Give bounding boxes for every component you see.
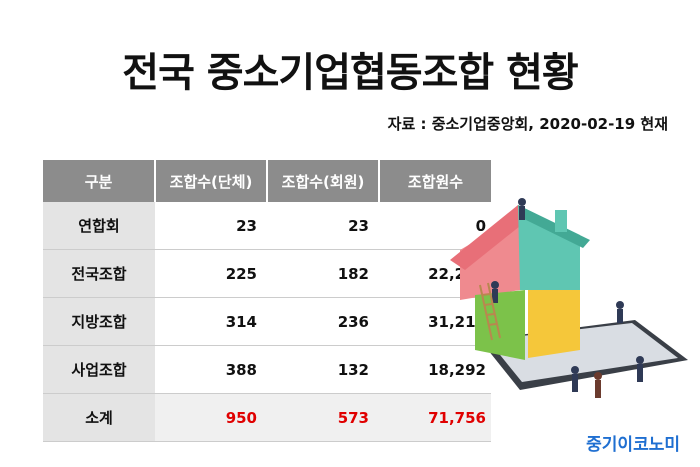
cell-member-total: 18,292 [379, 345, 491, 394]
chimney [555, 210, 567, 232]
cell-member-count: 236 [267, 297, 379, 346]
row-label: 지방조합 [43, 297, 155, 346]
cooperative-stats-table: 구분 조합수(단체) 조합수(회원) 조합원수 연합회 23 23 0 전국조합… [43, 160, 491, 442]
table-row: 사업조합 388 132 18,292 [43, 345, 491, 394]
puzzle-piece-green [475, 290, 525, 360]
header-union-member-total: 조합원수 [379, 160, 491, 202]
header-union-count: 조합수(단체) [155, 160, 268, 202]
figure-person [594, 372, 602, 398]
puzzle-piece-teal [518, 205, 580, 290]
cell-union-count: 225 [155, 249, 267, 298]
figure-person [616, 301, 624, 323]
header-union-member-count: 조합수(회원) [267, 160, 380, 202]
cell-union-count: 950 [155, 393, 267, 442]
cell-member-count: 573 [267, 393, 379, 442]
figure-person [518, 198, 526, 220]
roof-piece-red [450, 205, 530, 270]
ladder [479, 282, 501, 341]
cell-member-count: 182 [267, 249, 379, 298]
source-note: 자료 : 중소기업중앙회, 2020-02-19 현재 [387, 115, 668, 133]
house-puzzle-illustration [450, 198, 688, 398]
header-category: 구분 [43, 160, 156, 202]
brand-logo[interactable]: 중기이코노미 [586, 435, 680, 455]
cell-member-count: 23 [267, 202, 379, 250]
table-total-row: 소계 950 573 71,756 [43, 393, 491, 442]
cell-member-total: 71,756 [379, 393, 491, 442]
table-row: 전국조합 225 182 22,250 [43, 249, 491, 298]
puzzle-piece-yellow [528, 290, 580, 358]
cell-union-count: 388 [155, 345, 267, 394]
table-row: 지방조합 314 236 31,214 [43, 297, 491, 346]
row-label: 소계 [43, 393, 155, 442]
cell-union-count: 314 [155, 297, 267, 346]
table-header-row: 구분 조합수(단체) 조합수(회원) 조합원수 [43, 160, 491, 202]
cell-member-total: 31,214 [379, 297, 491, 346]
figure-person [571, 366, 579, 392]
row-label: 사업조합 [43, 345, 155, 394]
figure-person [491, 281, 499, 303]
roof-piece-teal [518, 205, 590, 248]
row-label: 연합회 [43, 202, 155, 250]
cell-member-count: 132 [267, 345, 379, 394]
table-row: 연합회 23 23 0 [43, 202, 491, 250]
row-label: 전국조합 [43, 249, 155, 298]
cell-union-count: 23 [155, 202, 267, 250]
figure-person [636, 356, 644, 382]
page-title: 전국 중소기업협동조합 현황 [122, 50, 578, 96]
